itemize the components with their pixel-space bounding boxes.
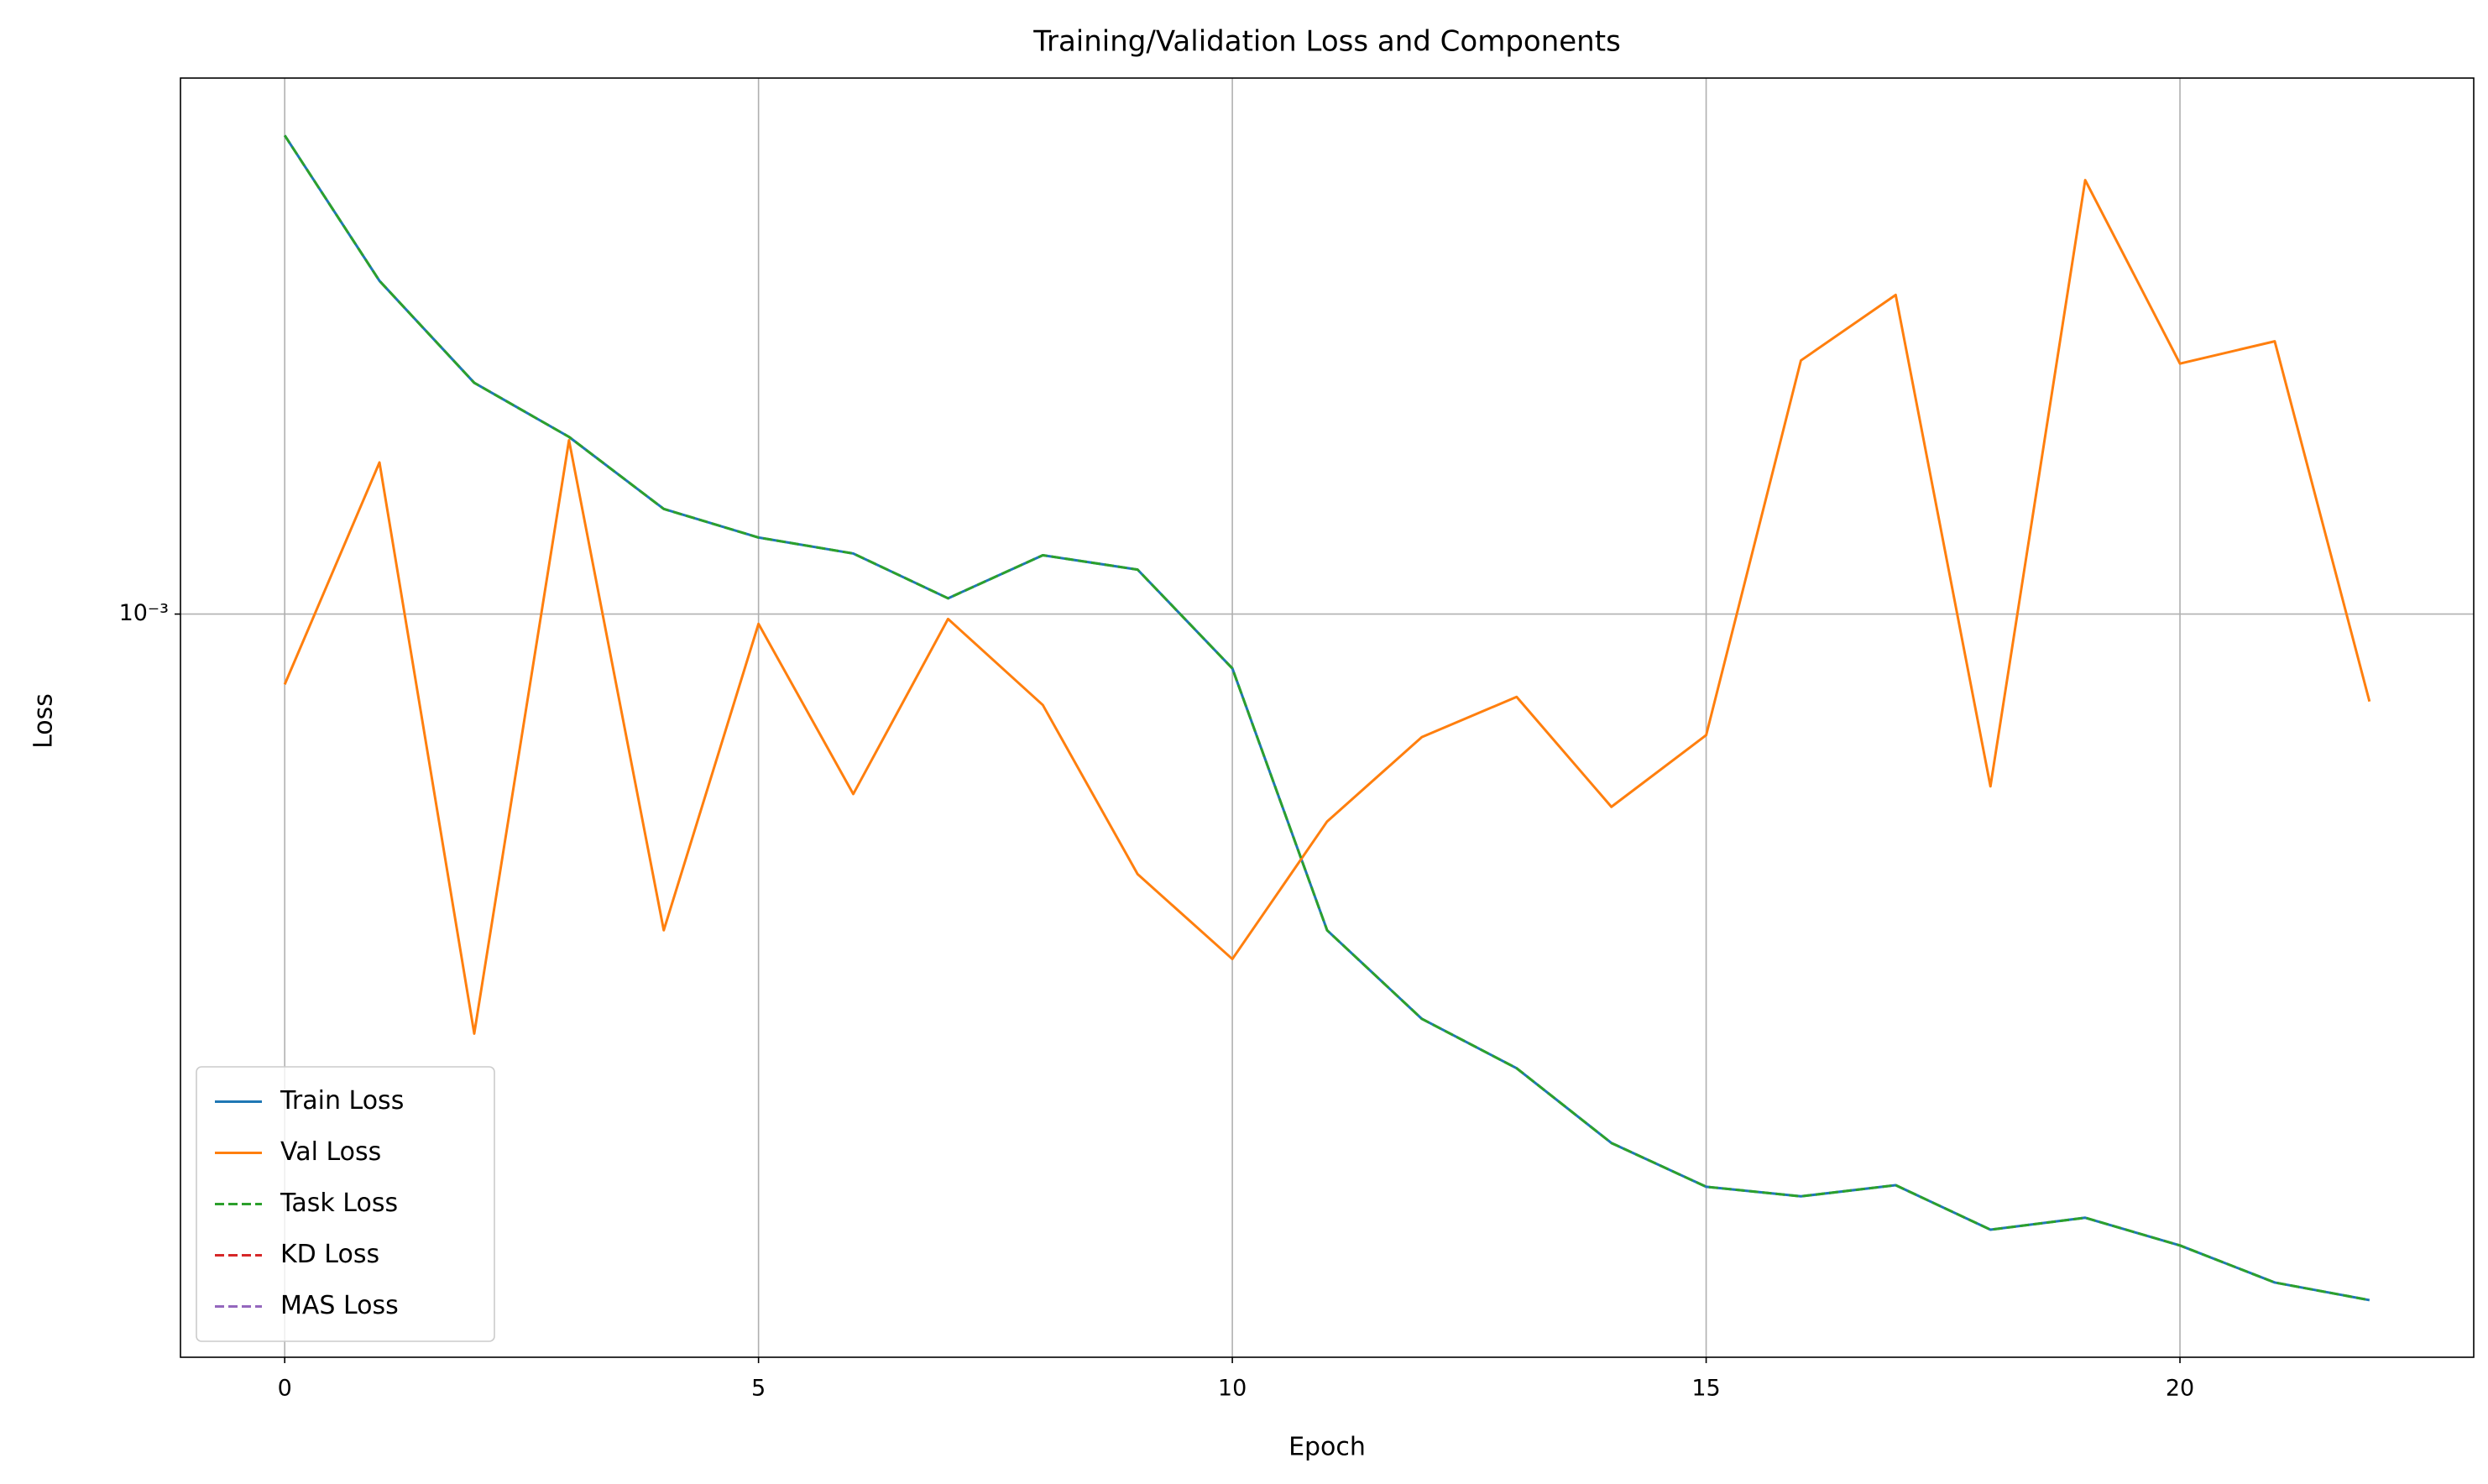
x-axis-label: Epoch	[1288, 1433, 1366, 1462]
legend-label: Val Loss	[280, 1137, 381, 1167]
x-tick-label: 10	[1218, 1376, 1247, 1402]
legend-label: KD Loss	[280, 1240, 379, 1269]
plot-frame	[180, 77, 2475, 1358]
series-line	[283, 179, 2371, 1035]
y-axis-label: Loss	[29, 693, 59, 749]
y-tick-label: 10⁻³	[119, 600, 169, 626]
series-line	[283, 134, 2370, 1302]
legend-label: MAS Loss	[280, 1291, 399, 1320]
x-tick-label: 0	[278, 1376, 292, 1402]
x-tick-label: 5	[751, 1376, 766, 1402]
legend-label: Task Loss	[280, 1189, 398, 1218]
legend-label: Train Loss	[280, 1086, 404, 1116]
x-tick-label: 20	[2166, 1376, 2194, 1402]
legend-box	[196, 1066, 495, 1342]
chart-title: Training/Validation Loss and Components	[1032, 25, 1621, 59]
x-tick-label: 15	[1691, 1376, 1720, 1402]
